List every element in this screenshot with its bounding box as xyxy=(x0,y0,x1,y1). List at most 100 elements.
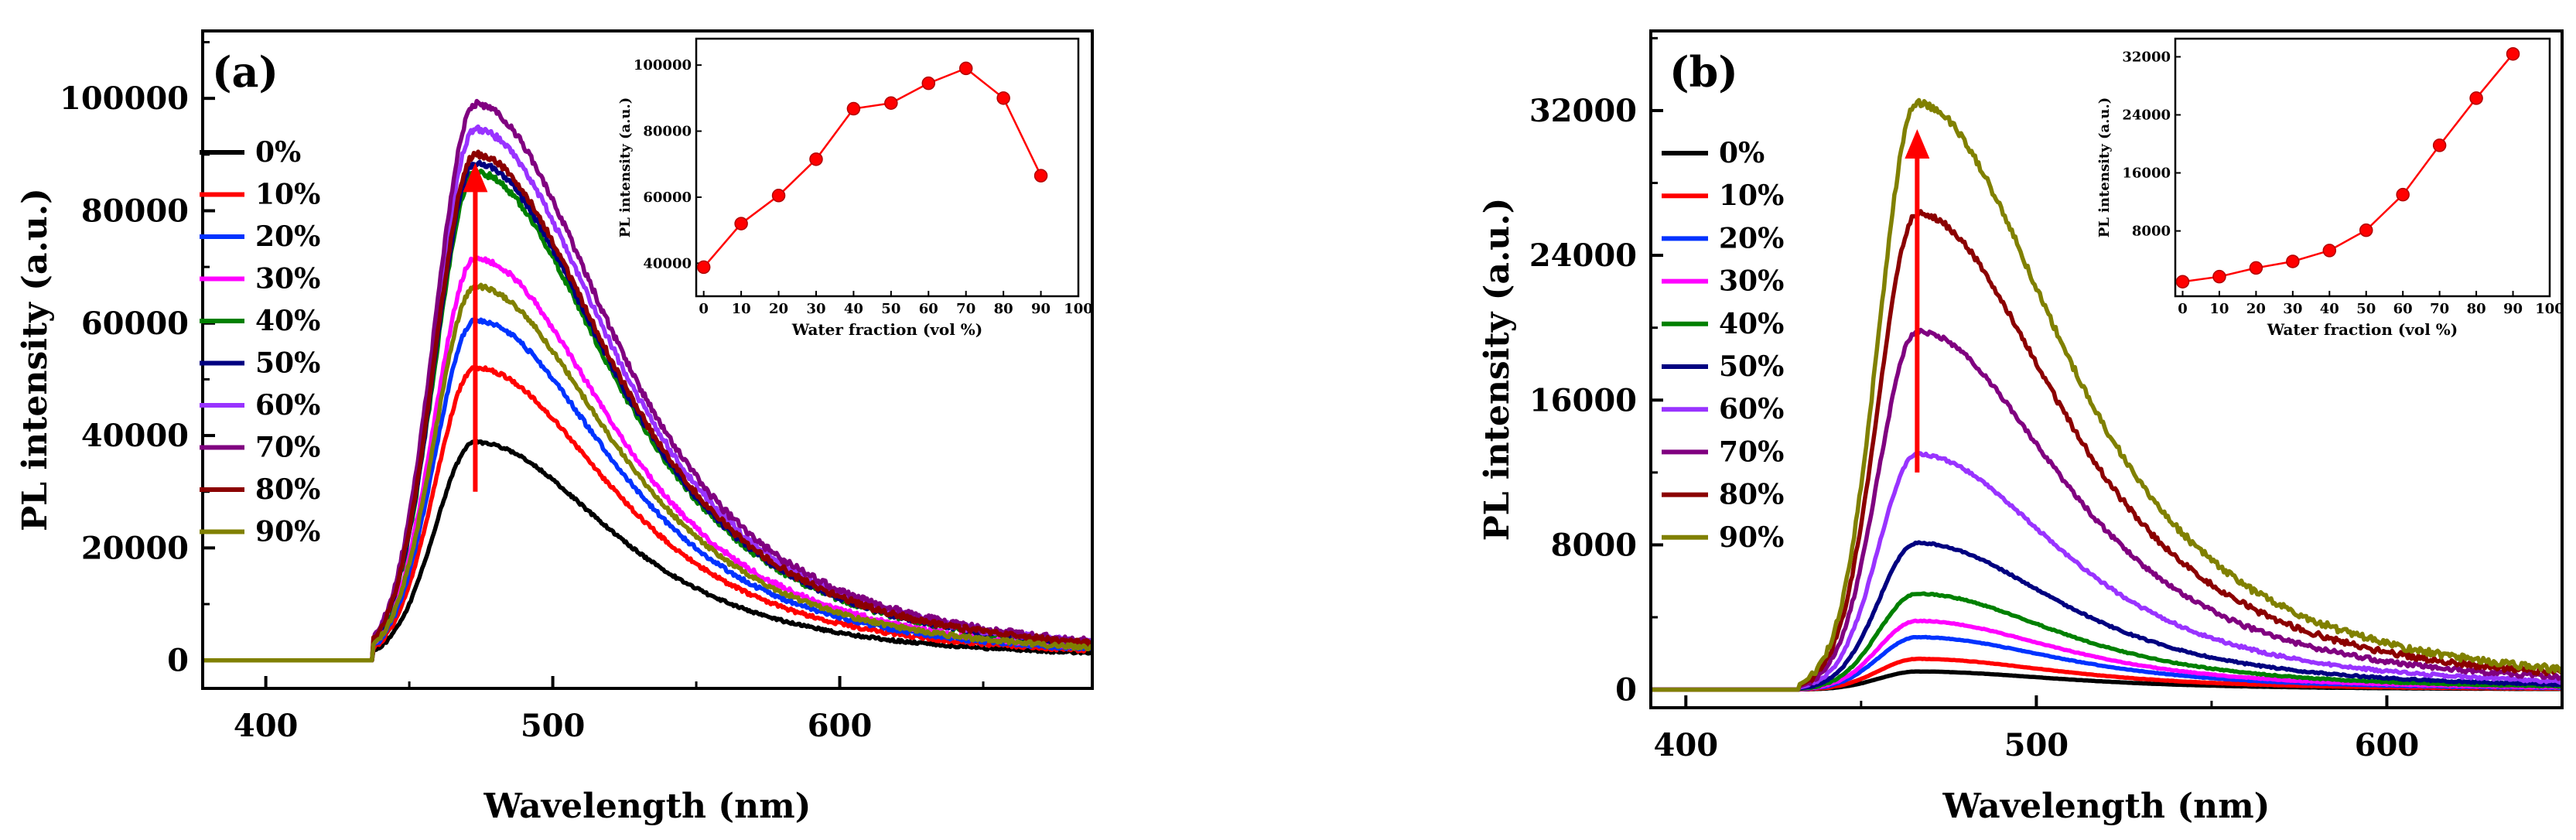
legend-label: 40% xyxy=(1719,308,1784,340)
y-tick-label: 8000 xyxy=(1551,527,1637,563)
legend: 0% 10% 20% 30% 40% 50% 60% 70% 80% 90% xyxy=(200,136,320,548)
inset-x-tick-label: 20 xyxy=(2246,301,2266,317)
inset-data-point xyxy=(2212,269,2226,284)
spectra-group xyxy=(1652,97,2561,692)
y-tick-label: 0 xyxy=(167,643,189,679)
legend-label: 20% xyxy=(1719,222,1784,254)
inset-x-tick-label: 50 xyxy=(881,301,900,317)
inset-x-tick-label: 60 xyxy=(919,301,938,317)
inset-data-point xyxy=(734,217,748,230)
inset-x-tick-label: 40 xyxy=(2320,301,2339,317)
legend-label: 60% xyxy=(1719,393,1784,425)
y-tick-label: 20000 xyxy=(81,530,189,566)
series-line-90pct xyxy=(1652,97,2561,692)
legend-label: 50% xyxy=(255,347,320,380)
legend-label: 0% xyxy=(255,136,301,169)
series-line-20pct xyxy=(204,317,1091,663)
inset-frame xyxy=(2174,37,2551,298)
inset-y-tick-label: 24000 xyxy=(2122,107,2171,123)
legend-label: 30% xyxy=(255,263,320,295)
y-tick-label: 0 xyxy=(1615,672,1637,709)
spectra-group xyxy=(204,98,1091,663)
legend-label: 80% xyxy=(1719,479,1784,511)
inset-y-tick-label: 8000 xyxy=(2132,224,2171,240)
inset-x-tick-label: 0 xyxy=(699,301,709,317)
inset-data-point xyxy=(846,101,861,116)
inset-x-tick-label: 50 xyxy=(2356,301,2376,317)
legend-label: 60% xyxy=(255,389,320,422)
inset-y-tick-label: 32000 xyxy=(2122,49,2171,65)
x-axis-label: Wavelength (nm) xyxy=(1942,787,2270,826)
inset-x-tick-label: 90 xyxy=(1031,301,1051,317)
inset-x-tick-label: 90 xyxy=(2503,301,2523,317)
x-tick-label: 400 xyxy=(234,708,299,744)
trend-arrow-head xyxy=(1905,129,1930,159)
inset-x-axis-label: Water fraction (vol %) xyxy=(791,320,983,339)
inset-data-point xyxy=(2175,275,2190,289)
inset-data-point xyxy=(996,91,1010,105)
trend-arrow-head xyxy=(463,162,488,193)
y-tick-label: 40000 xyxy=(81,418,189,454)
inset-data-point xyxy=(2249,261,2263,275)
plot-frame xyxy=(1649,29,2564,709)
inset-x-axis-label: Water fraction (vol %) xyxy=(2267,320,2458,339)
inset-frame xyxy=(695,37,1080,298)
inset-data-point xyxy=(2286,254,2300,268)
legend-label: 40% xyxy=(255,305,320,337)
inset-data-point xyxy=(696,260,711,275)
panel-b: 400 500 60008000160002400032000Wavelength … xyxy=(1478,29,2564,826)
panel-a: 400 500 600020000400006000080000100000Wave… xyxy=(15,29,1094,826)
series-line-30pct xyxy=(204,255,1091,663)
legend-label: 0% xyxy=(1719,137,1765,169)
y-tick-label: 80000 xyxy=(81,193,189,229)
y-tick-label: 32000 xyxy=(1529,93,1637,129)
inset-x-tick-label: 30 xyxy=(2283,301,2302,317)
inset-x-tick-label: 80 xyxy=(2467,301,2486,317)
panel-label: (a) xyxy=(212,47,278,97)
inset-data-point xyxy=(809,152,823,166)
legend-label: 20% xyxy=(255,220,320,253)
inset-data-point xyxy=(2432,138,2447,152)
inset-x-tick-label: 10 xyxy=(732,301,751,317)
inset-data-point xyxy=(771,189,786,203)
inset-series-line xyxy=(702,67,1042,268)
x-tick-label: 400 xyxy=(1654,727,1719,763)
inset-x-tick-label: 70 xyxy=(956,301,975,317)
legend-label: 10% xyxy=(1719,179,1784,212)
inset-data-point xyxy=(921,76,936,90)
inset-y-tick-label: 80000 xyxy=(643,124,692,140)
inset-data-point xyxy=(2396,187,2410,202)
x-tick-label: 500 xyxy=(2004,727,2069,763)
inset-x-tick-label: 40 xyxy=(844,301,863,317)
x-tick-label: 600 xyxy=(808,708,873,744)
inset-y-tick-label: 100000 xyxy=(634,57,692,73)
y-tick-label: 100000 xyxy=(60,80,189,117)
x-axis-label: Wavelength (nm) xyxy=(483,787,811,826)
y-tick-label: 60000 xyxy=(81,306,189,342)
inset-chart: 0 10 20 30 40 50 60 70 80 90 100 8000 16000 24000 3200… xyxy=(2096,37,2564,339)
y-tick-label: 24000 xyxy=(1529,237,1637,274)
inset-x-tick-label: 60 xyxy=(2393,301,2413,317)
panel-label: (b) xyxy=(1669,47,1738,97)
inset-data-point xyxy=(2506,46,2520,61)
legend-label: 10% xyxy=(255,179,320,211)
inset-data-point xyxy=(884,96,898,110)
inset-x-tick-label: 0 xyxy=(2178,301,2188,317)
y-axis-label: PL intensity (a.u.) xyxy=(1478,198,1517,541)
inset-y-tick-label: 60000 xyxy=(643,190,692,206)
y-tick-label: 16000 xyxy=(1529,382,1637,418)
x-tick-label: 600 xyxy=(2355,727,2420,763)
x-tick-label: 500 xyxy=(521,708,586,744)
inset-data-point xyxy=(2322,244,2337,258)
inset-data-point xyxy=(1033,169,1048,183)
inset-y-axis-label: PL intensity (a.u.) xyxy=(617,97,634,238)
series-line-90pct xyxy=(204,282,1091,663)
legend: 0% 10% 20% 30% 40% 50% 60% 70% 80% 90% xyxy=(1662,137,1784,554)
inset-x-tick-label: 70 xyxy=(2430,301,2449,317)
legend-label: 70% xyxy=(255,432,320,464)
plot-frame xyxy=(201,29,1094,690)
inset-x-tick-label: 80 xyxy=(994,301,1013,317)
y-axis-label: PL intensity (a.u.) xyxy=(15,188,55,531)
inset-data-point xyxy=(2469,91,2483,105)
